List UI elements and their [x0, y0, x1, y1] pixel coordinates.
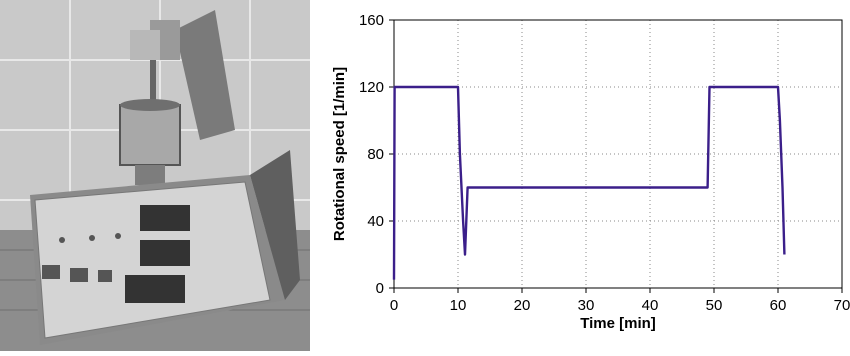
x-tick-label: 50: [706, 297, 723, 314]
x-axis-label: Time [min]: [580, 315, 656, 332]
x-tick-label: 30: [578, 297, 595, 314]
apparatus-photo: [0, 0, 310, 351]
apparatus-photo-drawing: [0, 0, 310, 351]
y-tick-label: 160: [359, 12, 384, 29]
y-axis-label: Rotational speed [1/min]: [331, 67, 348, 241]
grid-layer: [394, 20, 842, 288]
y-tick-label: 0: [376, 280, 384, 297]
chart-svg: 0 10 20 30 40 50 60 70 0 40 80 120 160 Time [min] Ro…: [331, 12, 850, 332]
x-tick-label: 60: [770, 297, 787, 314]
x-tick-label: 0: [390, 297, 398, 314]
y-tick-label: 80: [367, 146, 384, 163]
series-layer: [392, 85, 786, 280]
x-tick-label: 20: [514, 297, 531, 314]
x-tick-label: 40: [642, 297, 659, 314]
rotational-speed-chart: 0 10 20 30 40 50 60 70 0 40 80 120 160 Time [min] Ro…: [318, 0, 850, 351]
x-tick-label: 10: [450, 297, 467, 314]
x-tick-label: 70: [834, 297, 850, 314]
y-tick-label: 40: [367, 213, 384, 230]
tick-layer: 0 10 20 30 40 50 60 70 0 40 80 120 160: [359, 12, 850, 314]
y-tick-label: 120: [359, 79, 384, 96]
series-line-0: [392, 85, 786, 280]
